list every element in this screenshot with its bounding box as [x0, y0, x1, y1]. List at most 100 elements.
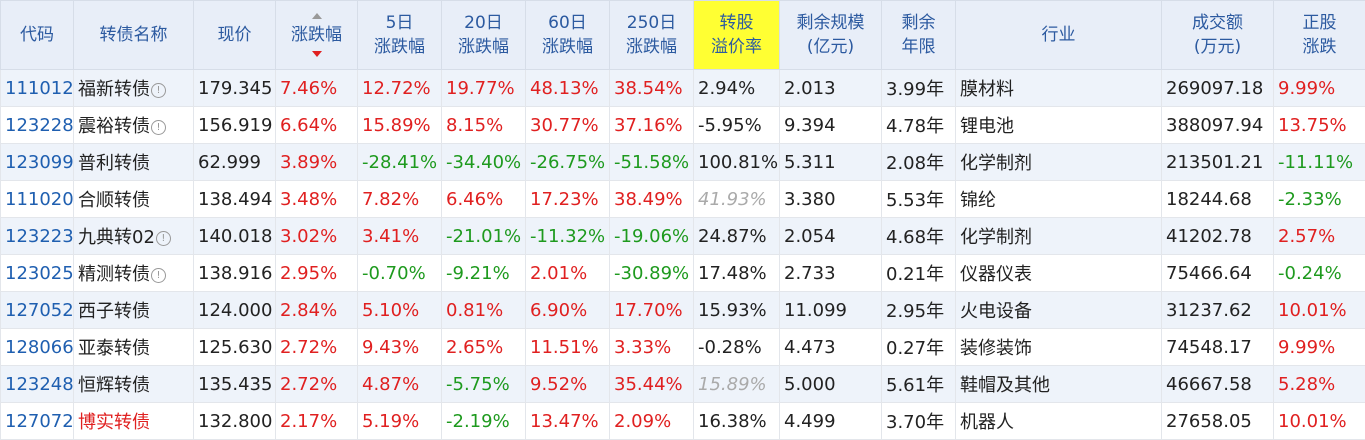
table-row[interactable]: 123025 精测转债! 138.916 2.95% -0.70% -9.21% 2.01%…: [0, 254, 1365, 292]
header-name[interactable]: 转债名称: [73, 0, 194, 70]
cell-bond-name[interactable]: 精测转债!: [73, 254, 194, 292]
cell-bond-code[interactable]: 127052: [0, 291, 74, 329]
cell-change-250d: 2.09%: [609, 402, 694, 440]
table-row[interactable]: 123248 恒辉转债 135.435 2.72% 4.87% -5.75% 9.52% 35…: [0, 365, 1365, 403]
sort-asc-icon[interactable]: [311, 13, 322, 19]
cell-change-250d: 17.70%: [609, 291, 694, 329]
cell-remaining-years: 3.99年: [881, 69, 956, 107]
header-code[interactable]: 代码: [0, 0, 74, 70]
cell-change-5d: 5.19%: [357, 402, 442, 440]
header-industry[interactable]: 行业: [955, 0, 1162, 70]
header-stock[interactable]: 正股 涨跌: [1273, 0, 1365, 70]
cell-bond-code[interactable]: 111012: [0, 69, 74, 107]
cell-change-60d: 11.51%: [525, 328, 610, 366]
table-row[interactable]: 123099 普利转债 62.999 3.89% -28.41% -34.40% -26.7…: [0, 143, 1365, 181]
cell-stock-change: 10.01%: [1273, 291, 1365, 329]
cell-remaining-scale: 5.000: [779, 365, 882, 403]
header-60d[interactable]: 60日 涨跌幅: [525, 0, 610, 70]
cell-premium-rate: -5.95%: [693, 106, 780, 144]
cell-change-60d: -26.75%: [525, 143, 610, 181]
cell-volume: 269097.18: [1161, 69, 1274, 107]
cell-change-5d: 4.87%: [357, 365, 442, 403]
header-premium[interactable]: 转股 溢价率: [693, 0, 780, 70]
cell-premium-rate: 16.38%: [693, 402, 780, 440]
header-5d[interactable]: 5日 涨跌幅: [357, 0, 442, 70]
cell-industry: 鞋帽及其他: [955, 365, 1162, 403]
header-250d[interactable]: 250日 涨跌幅: [609, 0, 694, 70]
cell-remaining-scale: 4.473: [779, 328, 882, 366]
cell-price: 135.435: [193, 365, 276, 403]
header-price[interactable]: 现价: [193, 0, 276, 70]
cell-bond-name[interactable]: 合顺转债: [73, 180, 194, 218]
cell-bond-code[interactable]: 128066: [0, 328, 74, 366]
cell-bond-code[interactable]: 123228: [0, 106, 74, 144]
cell-change-20d: -2.19%: [441, 402, 526, 440]
cell-remaining-years: 4.78年: [881, 106, 956, 144]
header-volume[interactable]: 成交额 (万元): [1161, 0, 1274, 70]
table-row[interactable]: 111020 合顺转债 138.494 3.48% 7.82% 6.46% 17.23% 38…: [0, 180, 1365, 218]
cell-price: 138.494: [193, 180, 276, 218]
cell-change-5d: 3.41%: [357, 217, 442, 255]
cell-volume: 27658.05: [1161, 402, 1274, 440]
info-icon[interactable]: !: [151, 120, 166, 135]
cell-change: 2.72%: [275, 328, 358, 366]
cell-premium-rate: -0.28%: [693, 328, 780, 366]
table-row[interactable]: 127072 博实转债 132.800 2.17% 5.19% -2.19% 13.47% 2…: [0, 402, 1365, 440]
cell-bond-name[interactable]: 博实转债: [73, 402, 194, 440]
table-row[interactable]: 123228 震裕转债! 156.919 6.64% 15.89% 8.15% 30.77%…: [0, 106, 1365, 144]
info-icon[interactable]: !: [155, 231, 171, 246]
cell-remaining-scale: 2.013: [779, 69, 882, 107]
sort-desc-icon[interactable]: [311, 51, 322, 57]
table-row[interactable]: 111012 福新转债! 179.345 7.46% 12.72% 19.77% 48.13…: [0, 69, 1365, 107]
cell-bond-name[interactable]: 亚泰转债: [73, 328, 194, 366]
header-years[interactable]: 剩余 年限: [881, 0, 956, 70]
cell-change-250d: 37.16%: [609, 106, 694, 144]
header-change[interactable]: 涨跌幅: [275, 0, 358, 70]
cell-change-20d: 8.15%: [441, 106, 526, 144]
table-row[interactable]: 128066 亚泰转债 125.630 2.72% 9.43% 2.65% 11.51% 3.…: [0, 328, 1365, 366]
cell-premium-rate: 41.93%: [693, 180, 780, 218]
cell-change-250d: -19.06%: [609, 217, 694, 255]
cell-bond-name[interactable]: 福新转债!: [73, 69, 194, 107]
cell-stock-change: 9.99%: [1273, 69, 1365, 107]
cell-bond-name[interactable]: 震裕转债!: [73, 106, 194, 144]
cell-bond-code[interactable]: 127072: [0, 402, 74, 440]
table-row[interactable]: 123223 九典转02! 140.018 3.02% 3.41% -21.01% -11.…: [0, 217, 1365, 255]
cell-volume: 74548.17: [1161, 328, 1274, 366]
header-20d[interactable]: 20日 涨跌幅: [441, 0, 526, 70]
cell-bond-code[interactable]: 123223: [0, 217, 74, 255]
cell-remaining-scale: 2.733: [779, 254, 882, 292]
cell-change-20d: 6.46%: [441, 180, 526, 218]
cell-premium-rate: 17.48%: [693, 254, 780, 292]
cell-remaining-years: 5.53年: [881, 180, 956, 218]
table-header-row: 代码 转债名称 现价 涨跌幅 5日 涨跌幅 20日 涨跌幅 60日 涨跌幅 250日涨…: [0, 0, 1365, 70]
cell-bond-code[interactable]: 111020: [0, 180, 74, 218]
cell-change-20d: -21.01%: [441, 217, 526, 255]
cell-remaining-scale: 5.311: [779, 143, 882, 181]
table-row[interactable]: 127052 西子转债 124.000 2.84% 5.10% 0.81% 6.90% 17.…: [0, 291, 1365, 329]
cell-bond-name[interactable]: 普利转债: [73, 143, 194, 181]
cell-change-20d: 19.77%: [441, 69, 526, 107]
cell-change: 3.48%: [275, 180, 358, 218]
cell-change-250d: 38.49%: [609, 180, 694, 218]
cell-change-20d: 2.65%: [441, 328, 526, 366]
cell-industry: 火电设备: [955, 291, 1162, 329]
cell-premium-rate: 15.89%: [693, 365, 780, 403]
cell-bond-code[interactable]: 123025: [0, 254, 74, 292]
cell-change-250d: -51.58%: [609, 143, 694, 181]
info-icon[interactable]: !: [151, 83, 166, 98]
cell-bond-code[interactable]: 123248: [0, 365, 74, 403]
info-icon[interactable]: !: [151, 268, 166, 283]
cell-bond-name[interactable]: 恒辉转债: [73, 365, 194, 403]
cell-remaining-scale: 11.099: [779, 291, 882, 329]
cell-remaining-years: 0.21年: [881, 254, 956, 292]
cell-bond-code[interactable]: 123099: [0, 143, 74, 181]
cell-change-60d: 30.77%: [525, 106, 610, 144]
header-scale[interactable]: 剩余规模 (亿元): [779, 0, 882, 70]
cell-bond-name[interactable]: 九典转02!: [73, 217, 194, 255]
cell-change-5d: -28.41%: [357, 143, 442, 181]
cell-change-60d: 48.13%: [525, 69, 610, 107]
cell-change-60d: 6.90%: [525, 291, 610, 329]
cell-volume: 213501.21: [1161, 143, 1274, 181]
cell-bond-name[interactable]: 西子转债: [73, 291, 194, 329]
